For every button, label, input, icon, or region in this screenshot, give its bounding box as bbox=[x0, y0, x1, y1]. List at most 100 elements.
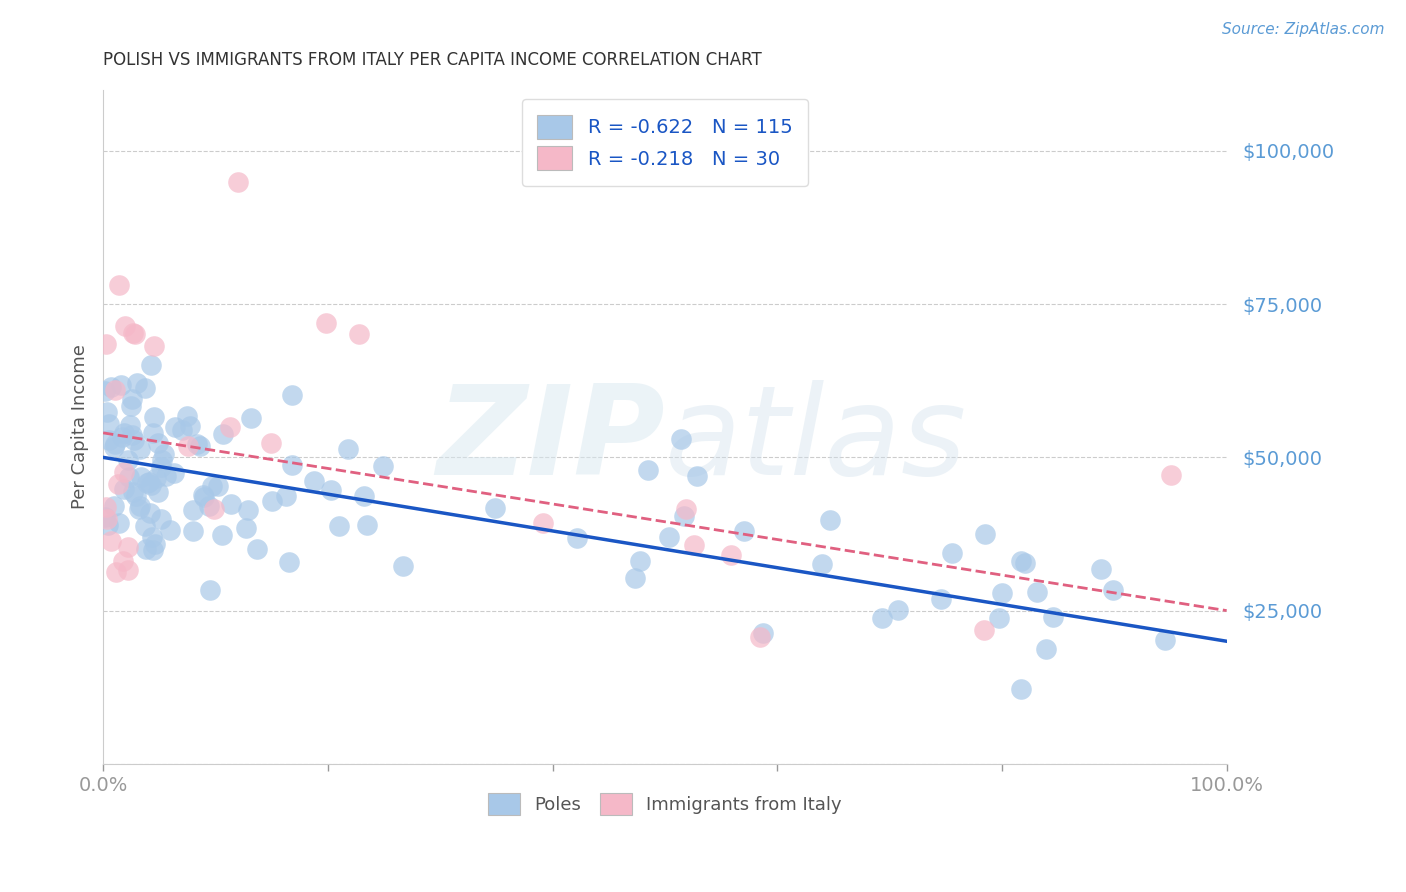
Point bbox=[624, 571, 647, 585]
Point bbox=[630, 554, 652, 568]
Point bbox=[675, 502, 697, 516]
Point bbox=[207, 479, 229, 493]
Point bbox=[128, 442, 150, 456]
Point bbox=[94, 337, 117, 351]
Point bbox=[120, 399, 142, 413]
Point bbox=[150, 453, 173, 467]
Point bbox=[191, 488, 214, 502]
Point bbox=[122, 326, 145, 340]
Point bbox=[260, 435, 283, 450]
Point bbox=[103, 441, 125, 455]
Point bbox=[96, 500, 118, 514]
Point bbox=[117, 452, 139, 467]
Point bbox=[142, 425, 165, 440]
Point bbox=[121, 485, 143, 500]
Point bbox=[117, 540, 139, 554]
Point bbox=[353, 489, 375, 503]
Point bbox=[118, 417, 141, 432]
Point bbox=[302, 474, 325, 488]
Point bbox=[685, 468, 707, 483]
Point bbox=[176, 409, 198, 423]
Point bbox=[135, 542, 157, 557]
Point bbox=[111, 429, 134, 443]
Legend: Poles, Immigrants from Italy: Poles, Immigrants from Italy bbox=[481, 786, 849, 822]
Point bbox=[1090, 562, 1112, 576]
Point bbox=[240, 411, 263, 425]
Point bbox=[112, 482, 135, 496]
Point bbox=[181, 503, 204, 517]
Point bbox=[1010, 682, 1032, 697]
Point bbox=[202, 501, 225, 516]
Point bbox=[818, 513, 841, 527]
Point bbox=[96, 512, 118, 526]
Point bbox=[105, 565, 128, 579]
Point bbox=[988, 610, 1011, 624]
Point bbox=[135, 476, 157, 491]
Point bbox=[145, 470, 167, 484]
Point bbox=[929, 592, 952, 607]
Point bbox=[533, 516, 555, 530]
Point bbox=[141, 477, 163, 491]
Point bbox=[198, 499, 221, 513]
Y-axis label: Per Capita Income: Per Capita Income bbox=[72, 344, 89, 509]
Text: Source: ZipAtlas.com: Source: ZipAtlas.com bbox=[1222, 22, 1385, 37]
Point bbox=[139, 506, 162, 520]
Point bbox=[146, 435, 169, 450]
Point bbox=[141, 530, 163, 544]
Point bbox=[142, 543, 165, 558]
Point bbox=[245, 542, 267, 557]
Point bbox=[150, 512, 173, 526]
Point bbox=[112, 426, 135, 441]
Point bbox=[1014, 556, 1036, 570]
Point bbox=[1026, 584, 1049, 599]
Point bbox=[211, 426, 233, 441]
Point bbox=[134, 381, 156, 395]
Point bbox=[211, 527, 233, 541]
Point bbox=[104, 384, 127, 398]
Point bbox=[720, 548, 742, 562]
Point bbox=[138, 475, 160, 489]
Point bbox=[281, 458, 304, 472]
Point bbox=[973, 526, 995, 541]
Point bbox=[371, 458, 394, 473]
Point bbox=[134, 519, 156, 533]
Text: POLISH VS IMMIGRANTS FROM ITALY PER CAPITA INCOME CORRELATION CHART: POLISH VS IMMIGRANTS FROM ITALY PER CAPI… bbox=[103, 51, 762, 69]
Point bbox=[321, 483, 343, 497]
Point bbox=[356, 517, 378, 532]
Point bbox=[315, 316, 337, 330]
Point bbox=[108, 277, 131, 292]
Point bbox=[671, 432, 693, 446]
Point bbox=[172, 423, 194, 437]
Point bbox=[274, 489, 297, 503]
Point bbox=[155, 469, 177, 483]
Point bbox=[97, 518, 120, 533]
Point bbox=[1010, 554, 1032, 568]
Point bbox=[198, 582, 221, 597]
Point bbox=[991, 586, 1014, 600]
Point bbox=[94, 384, 117, 399]
Point bbox=[748, 631, 770, 645]
Point bbox=[179, 419, 201, 434]
Point bbox=[117, 563, 139, 577]
Point bbox=[121, 428, 143, 442]
Point bbox=[188, 439, 211, 453]
Point bbox=[336, 442, 359, 457]
Point bbox=[177, 439, 200, 453]
Point bbox=[146, 484, 169, 499]
Point bbox=[96, 404, 118, 418]
Point bbox=[110, 378, 132, 392]
Point bbox=[143, 410, 166, 425]
Point bbox=[186, 437, 208, 451]
Point bbox=[637, 463, 659, 477]
Point bbox=[193, 490, 215, 504]
Text: atlas: atlas bbox=[665, 380, 967, 500]
Point bbox=[281, 387, 304, 401]
Point bbox=[127, 376, 149, 390]
Point bbox=[658, 530, 681, 544]
Point bbox=[121, 392, 143, 406]
Point bbox=[1042, 610, 1064, 624]
Point bbox=[98, 417, 121, 432]
Point bbox=[183, 524, 205, 539]
Point bbox=[114, 319, 136, 334]
Point bbox=[103, 499, 125, 513]
